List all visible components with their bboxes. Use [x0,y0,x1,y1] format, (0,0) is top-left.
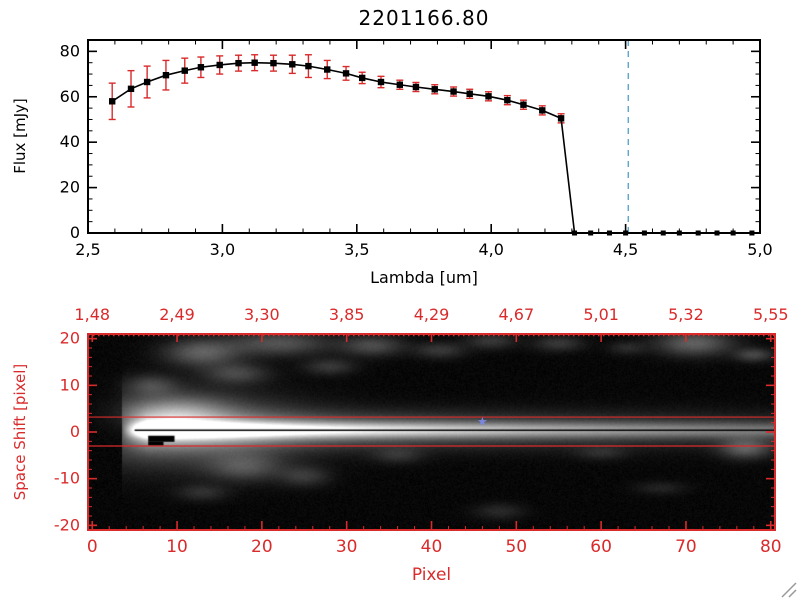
svg-text:10: 10 [166,537,188,557]
svg-text:4,5: 4,5 [613,240,638,259]
pixel-axis-label: Pixel [411,565,452,585]
svg-text:3,5: 3,5 [344,240,369,259]
svg-text:5,0: 5,0 [747,240,772,259]
svg-text:80: 80 [760,537,782,557]
lambda-axis-label: Lambda [um] [370,268,478,287]
svg-text:10: 10 [60,375,80,394]
svg-text:50: 50 [505,537,527,557]
svg-text:5,01: 5,01 [583,305,619,324]
svg-text:0: 0 [70,223,80,242]
svg-text:3,0: 3,0 [210,240,235,259]
svg-text:40: 40 [60,132,80,151]
space-shift-axis-label: Space Shift [pixel] [11,363,29,501]
svg-text:30: 30 [336,537,358,557]
svg-text:2,5: 2,5 [75,240,100,259]
svg-text:60: 60 [590,537,612,557]
svg-text:40: 40 [421,537,443,557]
svg-text:80: 80 [60,41,80,60]
svg-text:2,49: 2,49 [159,305,195,324]
svg-text:4,67: 4,67 [499,305,535,324]
svg-text:-20: -20 [54,515,80,534]
flux-axis-label: Flux [mJy] [11,98,29,174]
svg-text:20: 20 [251,537,273,557]
svg-text:5,55: 5,55 [753,305,789,324]
svg-text:4,29: 4,29 [414,305,450,324]
svg-text:60: 60 [60,87,80,106]
svg-text:20: 20 [60,329,80,348]
svg-text:3,30: 3,30 [244,305,280,324]
resize-grip[interactable] [780,582,798,598]
svg-text:20: 20 [60,178,80,197]
svg-text:5,32: 5,32 [668,305,704,324]
svg-text:4,0: 4,0 [478,240,503,259]
svg-text:0: 0 [70,422,80,441]
svg-text:3,85: 3,85 [329,305,365,324]
page-title: 2201166.80 [358,6,490,30]
trace-image [88,334,775,530]
svg-text:-10: -10 [54,469,80,488]
svg-text:0: 0 [87,537,98,557]
svg-text:70: 70 [675,537,697,557]
svg-text:1,48: 1,48 [74,305,110,324]
